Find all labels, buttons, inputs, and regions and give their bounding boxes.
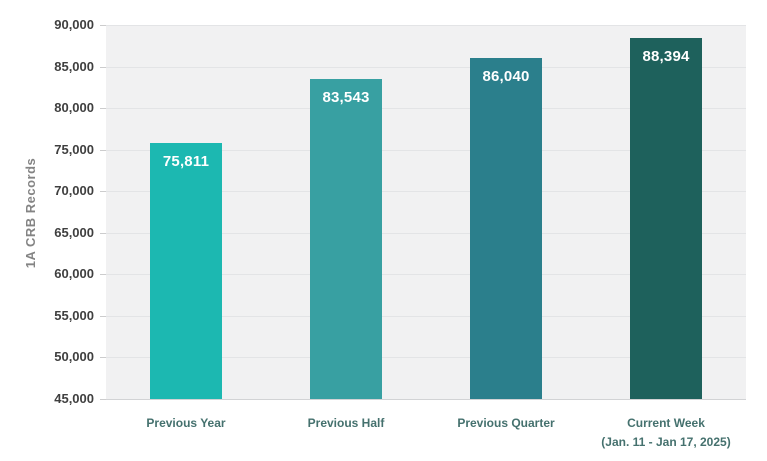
bar: 86,040 <box>470 58 542 399</box>
y-tick-label: 55,000 <box>54 307 94 323</box>
y-tick-mark <box>100 315 106 317</box>
gridline <box>106 25 746 26</box>
y-tick-label: 50,000 <box>54 349 94 365</box>
x-category-label: Previous Year <box>76 414 296 433</box>
y-tick-mark <box>100 191 106 193</box>
x-category-sublabel-line: (Jan. 11 - Jan 17, 2025) <box>601 435 731 449</box>
y-tick-label: 75,000 <box>54 141 94 157</box>
bar-value-label: 75,811 <box>162 153 210 170</box>
x-category-label: Previous Quarter <box>396 414 616 433</box>
gridline <box>106 149 746 151</box>
y-tick-label: 65,000 <box>54 224 94 240</box>
y-tick-label: 85,000 <box>54 58 94 74</box>
x-category-label-line: Current Week <box>627 416 705 430</box>
y-tick-label: 90,000 <box>54 17 94 32</box>
gridline <box>106 232 746 234</box>
y-tick-mark <box>100 399 106 400</box>
y-tick-label: 70,000 <box>54 183 94 199</box>
bar-value-label: 83,543 <box>322 89 370 106</box>
y-tick-mark <box>100 66 106 68</box>
y-tick-label: 45,000 <box>54 391 94 406</box>
bar: 83,543 <box>310 79 382 399</box>
y-tick-mark <box>100 357 106 359</box>
x-axis-line <box>106 399 746 400</box>
y-tick-mark <box>100 274 106 276</box>
gridline <box>106 66 746 68</box>
gridline <box>106 274 746 276</box>
gridline <box>106 191 746 193</box>
x-category-label-line: Previous Year <box>146 416 226 430</box>
x-category-label: Previous Half <box>236 414 456 433</box>
y-tick-label: 60,000 <box>54 266 94 282</box>
y-tick-mark <box>100 25 106 26</box>
y-tick-label: 80,000 <box>54 100 94 116</box>
gridline <box>106 108 746 110</box>
bar-value-label: 86,040 <box>482 68 530 85</box>
bar: 75,811 <box>150 143 222 399</box>
gridline <box>106 357 746 359</box>
y-tick-mark <box>100 149 106 151</box>
bar: 88,394 <box>630 38 702 399</box>
x-category-label-line: Previous Quarter <box>457 416 555 430</box>
bar-value-label: 88,394 <box>642 48 690 65</box>
x-category-label-line: Previous Half <box>307 416 385 430</box>
y-tick-mark <box>100 108 106 110</box>
gridline <box>106 315 746 317</box>
x-category-label: Current Week (Jan. 11 - Jan 17, 2025) <box>556 414 767 452</box>
y-tick-mark <box>100 232 106 234</box>
